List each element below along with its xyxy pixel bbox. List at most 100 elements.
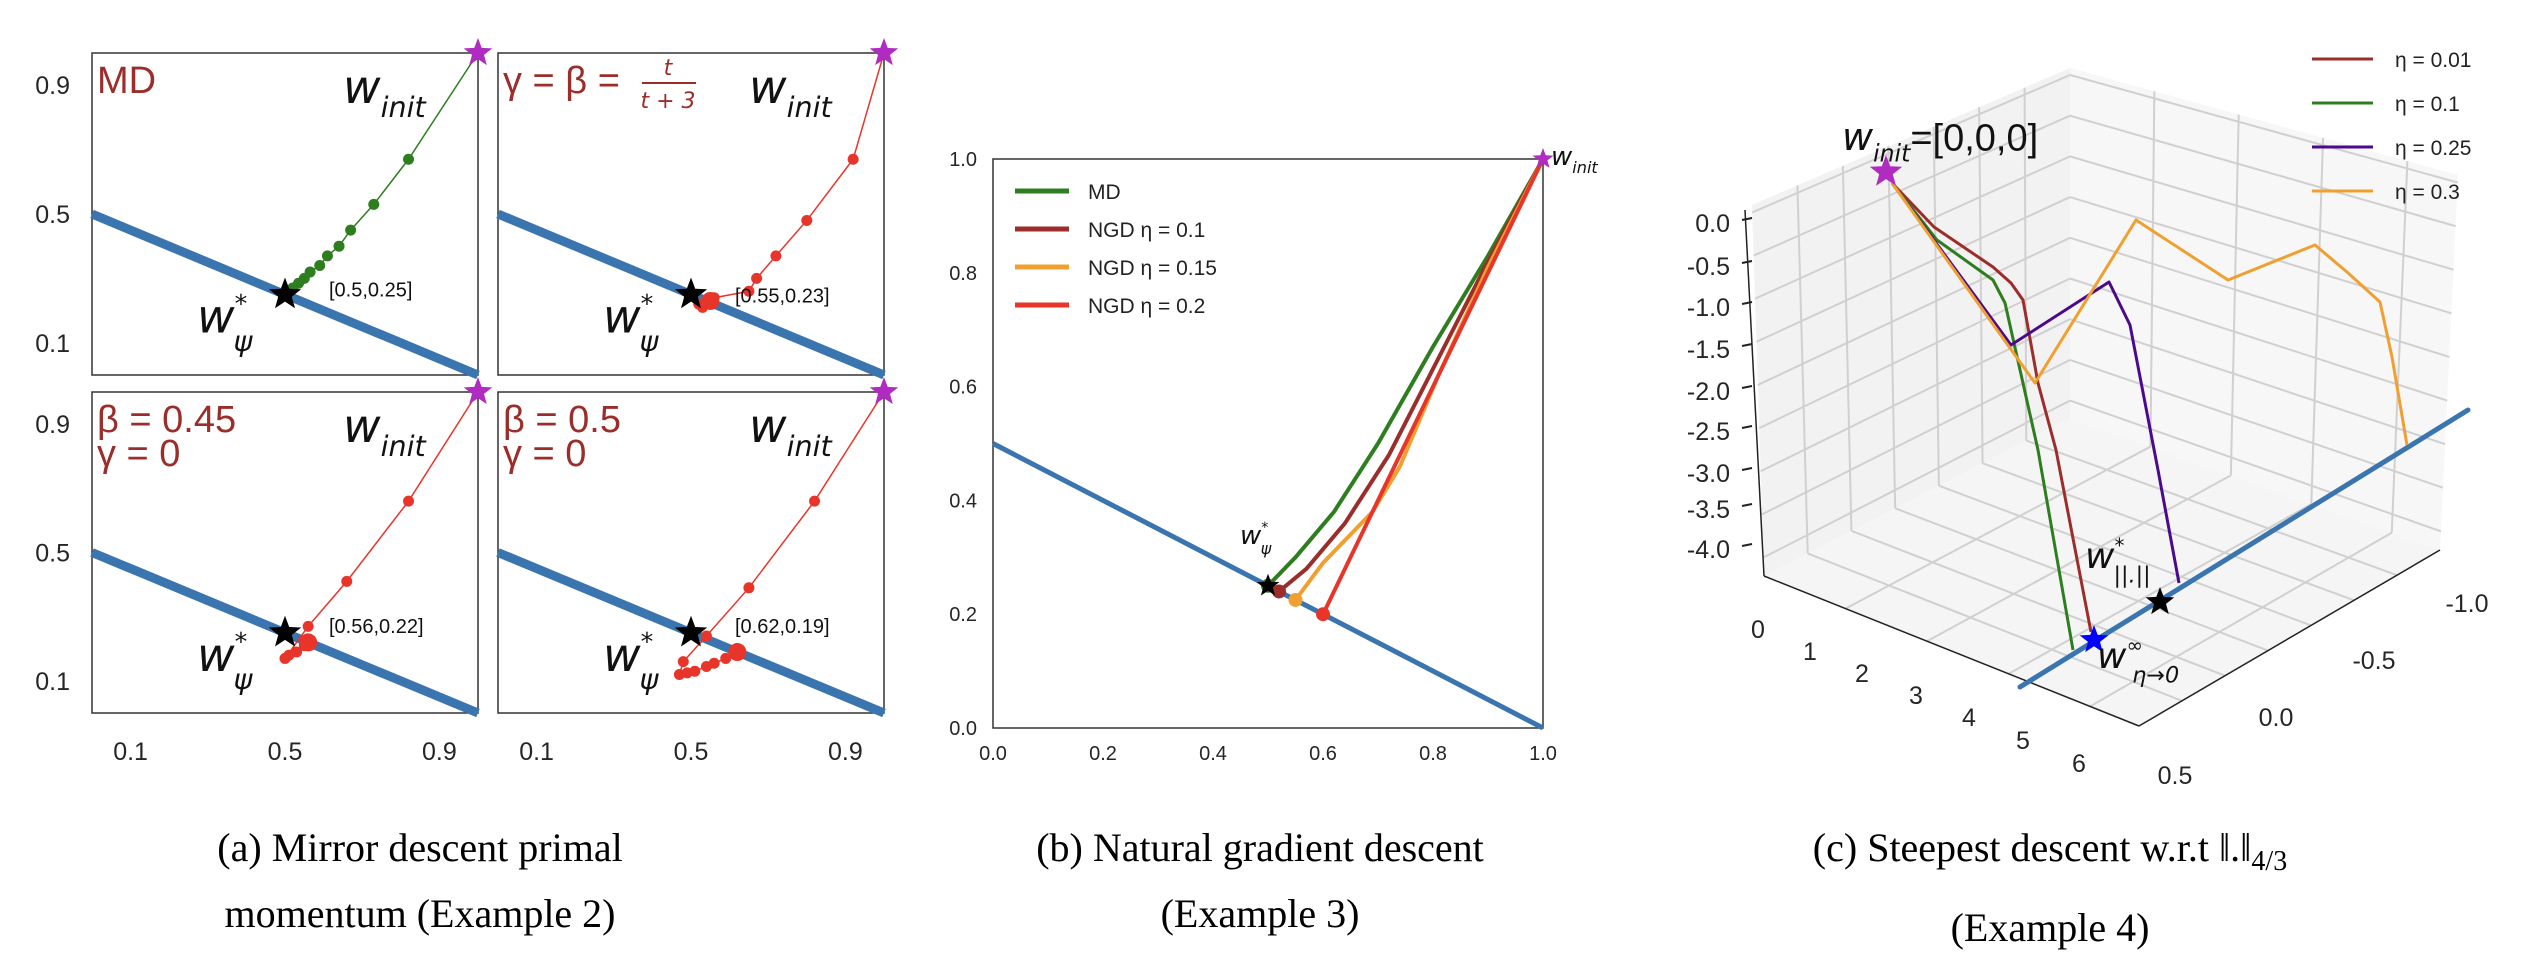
trajectory-point [403,495,415,507]
z-tick [1741,543,1753,547]
x-tick-label: 0.2 [1089,743,1117,765]
grid-line [2069,196,2452,315]
legend-label: η = 0.3 [2395,181,2460,204]
final-point-label: [0.56,0.22] [329,616,424,638]
caption-b-line1: (b) Natural gradient descent [1036,825,1484,870]
z-tick-label: -4.0 [1687,536,1730,564]
legend-label: η = 0.25 [2395,137,2471,160]
init-label: winit=[0,0,0] [1842,115,2038,167]
caption-c: (c) Steepest descent w.r.t ‖.‖4/3 (Examp… [1700,815,2400,956]
caption-a-line1: (a) Mirror descent primal [217,825,623,870]
grid-line [2069,277,2448,402]
trajectory-point [677,656,689,668]
trajectory-point [801,214,813,226]
legend-label: η = 0.1 [2395,93,2460,116]
init-label: winit [749,399,834,463]
trajectory-point [368,198,380,210]
grid-line [1841,165,1853,531]
x-tick-label: 0.1 [519,738,554,766]
optimum-star-icon [2145,587,2175,615]
init-label: winit [343,399,428,463]
x-tick-label: 0.6 [1309,743,1337,765]
caption-c-text: (c) Steepest descent w.r.t ‖.‖ [1812,825,2252,870]
z-tick-label: -3.0 [1687,460,1730,488]
z-axis [1744,209,1765,577]
series-line [1277,158,1545,593]
optimum-label: w* ψ [1240,520,1272,558]
x-tick-label: 0 [1751,616,1765,644]
optimum-star-icon [674,277,708,309]
fraction-numerator: t [664,56,674,81]
subplot-a3: [0.56,0.22] β = 0.45γ = 0 0.9 0.5 0.1 0.1 0.5 0… [35,391,480,766]
grid-line [2023,87,2028,441]
trajectory-point [314,260,326,272]
grid-line [1762,399,2071,559]
optimum-label: w* ψ [603,627,659,696]
z-tick [1741,301,1753,305]
y-tick-label: 0.1 [35,668,70,696]
trajectory-point [403,153,415,165]
x-tick-label: 0.5 [268,738,303,766]
trajectory-point [321,250,333,262]
legend-label: NGD η = 0.2 [1088,295,1205,318]
panel-b: 0.00.0 0.2 0.2 0.4 0.4 0.6 0.6 0.8 0.8 1.0 1.0 MD NG… [949,149,1557,765]
y-tick-label: 0.5 [2158,762,2193,790]
grid-line [1757,236,2071,386]
caption-c-line1: (c) Steepest descent w.r.t ‖.‖4/3 [1700,815,2400,895]
caption-a-line2: momentum (Example 2) [224,891,616,936]
grid-line [2069,399,2442,533]
trajectory-point [743,285,755,297]
panel-c: 0.0 -0.5 -1.0 -1.5 -2.0 -2.5 -3.0 -3.5 -4.0 0 1 2 3 4… [1687,49,2489,790]
z-tick [1741,385,1753,389]
z-tick-label: -2.5 [1687,418,1730,446]
grid-line [2069,236,2450,358]
trajectory-point [728,643,747,662]
caption-c-line2: (Example 4) [1950,905,2150,950]
final-point-label: [0.55,0.23] [735,286,830,308]
z-tick-label: -2.0 [1687,378,1730,406]
z-tick [1741,217,1753,221]
z-tick [1741,260,1753,264]
y-tick-label: 0.5 [35,201,70,229]
optimum-star-icon [674,615,708,647]
subplot-a4: [0.62,0.19] β = 0.5γ = 0 0.1 0.5 0.9 [496,391,886,766]
trajectory-line [284,52,479,296]
legend-label: η = 0.01 [2395,49,2471,72]
caption-b: (b) Natural gradient descent (Example 3) [960,815,1560,947]
trajectory-point [708,657,720,669]
series-endpoint [1272,584,1286,599]
trajectory-point [291,646,303,658]
grid-line [1926,474,2232,643]
y-tick-label: 1.0 [949,149,977,171]
optimum-star-icon [268,277,302,309]
floor-pane [1764,418,2440,726]
y-tick-label: 0.5 [35,540,70,568]
grid-line [1845,445,2151,610]
trajectory-point [345,224,357,236]
x-tick-label: 1.0 [1529,743,1557,765]
optimum-label: w* ψ [197,289,253,358]
legend-label: NGD η = 0.1 [1088,219,1205,242]
grid-line [1851,529,2226,677]
y-tick-label: -0.5 [2352,647,2395,675]
grid-line [2089,531,2393,708]
grid-line [1753,114,2071,257]
x-tick-label: 4 [1962,704,1976,732]
init-star-icon [1869,155,1903,186]
init-star-icon [869,38,899,66]
trajectory-point [302,620,314,632]
y-axis [2138,549,2441,727]
optimum-star-icon [1256,573,1280,596]
subplot-title: γ = 0 [97,433,180,475]
subplot-title: γ = β = [503,60,620,102]
x-tick-label: 0.4 [1199,743,1227,765]
trajectory-point [700,630,712,642]
x-tick-label: 5 [2016,727,2030,755]
trajectory-point [720,652,732,664]
series-line [1321,158,1545,616]
grid-line [2069,155,2454,271]
y-tick-label: 0.6 [949,377,977,399]
y-tick-label: 0.4 [949,490,977,512]
fraction-denominator: t + 3 [640,89,695,114]
init-star-icon [463,377,493,405]
